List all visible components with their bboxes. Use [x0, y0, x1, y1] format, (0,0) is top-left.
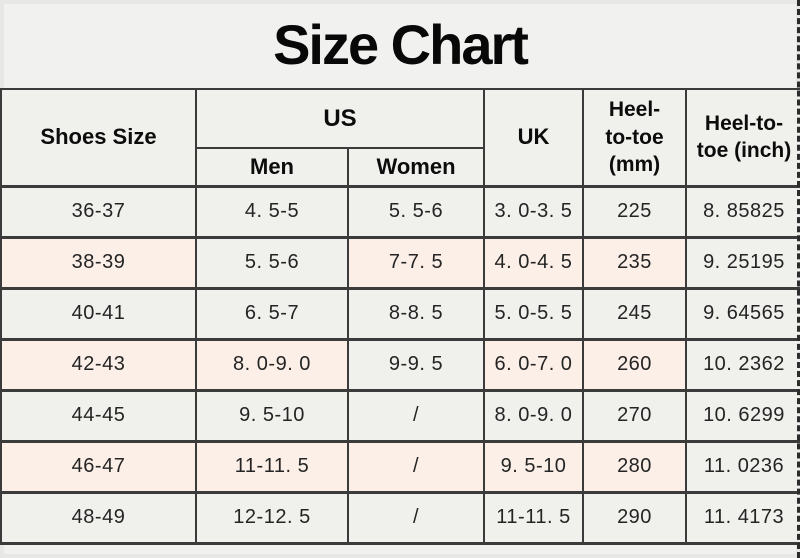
- cell-us-women: /: [347, 439, 484, 492]
- cell-us-women: 9-9. 5: [347, 337, 484, 390]
- col-header-heel-to-toe-inch: Heel-to- toe (inch): [685, 88, 800, 186]
- table-row: 48-49 12-12. 5 / 11-11. 5 290 11. 4173: [0, 490, 800, 543]
- cell-shoes-size: 48-49: [0, 490, 196, 543]
- cell-us-women: /: [347, 490, 484, 543]
- cell-uk: 8. 0-9. 0: [483, 388, 583, 441]
- cell-uk: 9. 5-10: [483, 439, 583, 492]
- cell-us-men: 9. 5-10: [195, 388, 348, 441]
- cell-heel-mm: 260: [582, 337, 686, 390]
- cell-heel-mm: 225: [582, 184, 686, 237]
- table-right-border: [797, 0, 800, 558]
- col-header-us: US: [195, 88, 484, 148]
- cell-us-women: 5. 5-6: [347, 184, 484, 237]
- col-header-us-men: Men: [195, 147, 348, 186]
- header-row-1: Shoes Size US UK Heel- to-toe (mm) Heel-…: [0, 88, 800, 186]
- cell-heel-inch: 10. 6299: [685, 388, 800, 441]
- table-row: 46-47 11-11. 5 / 9. 5-10 280 11. 0236: [0, 439, 800, 492]
- cell-uk: 6. 0-7. 0: [483, 337, 583, 390]
- cell-shoes-size: 40-41: [0, 286, 196, 339]
- table-row: 40-41 6. 5-7 8-8. 5 5. 0-5. 5 245 9. 645…: [0, 286, 800, 339]
- table-row: 44-45 9. 5-10 / 8. 0-9. 0 270 10. 6299: [0, 388, 800, 441]
- cell-us-men: 4. 5-5: [195, 184, 348, 237]
- cell-us-men: 6. 5-7: [195, 286, 348, 339]
- col-header-shoes-size: Shoes Size: [0, 88, 196, 186]
- page-title: Size Chart: [273, 12, 529, 76]
- cell-us-men: 5. 5-6: [195, 235, 348, 288]
- cell-uk: 4. 0-4. 5: [483, 235, 583, 288]
- cell-heel-mm: 290: [582, 490, 686, 543]
- cell-heel-inch: 8. 85825: [685, 184, 800, 237]
- cell-heel-mm: 235: [582, 235, 686, 288]
- table-row: 36-37 4. 5-5 5. 5-6 3. 0-3. 5 225 8. 858…: [0, 184, 800, 237]
- cell-shoes-size: 42-43: [0, 337, 196, 390]
- table-row: 38-39 5. 5-6 7-7. 5 4. 0-4. 5 235 9. 251…: [0, 235, 800, 288]
- cell-us-women: /: [347, 388, 484, 441]
- cell-heel-inch: 10. 2362: [685, 337, 800, 390]
- cell-heel-inch: 11. 0236: [685, 439, 800, 492]
- cell-uk: 3. 0-3. 5: [483, 184, 583, 237]
- cell-heel-inch: 11. 4173: [685, 490, 800, 543]
- cell-us-men: 11-11. 5: [195, 439, 348, 492]
- cell-shoes-size: 36-37: [0, 184, 196, 237]
- col-header-heel-to-toe-mm: Heel- to-toe (mm): [582, 88, 686, 186]
- cell-us-men: 8. 0-9. 0: [195, 337, 348, 390]
- col-header-us-women: Women: [347, 147, 484, 186]
- cell-heel-mm: 245: [582, 286, 686, 339]
- cell-heel-mm: 270: [582, 388, 686, 441]
- cell-shoes-size: 44-45: [0, 388, 196, 441]
- size-chart-table: Shoes Size US UK Heel- to-toe (mm) Heel-…: [0, 88, 800, 545]
- header-row-2: Men Women: [1, 147, 800, 186]
- cell-heel-inch: 9. 64565: [685, 286, 800, 339]
- cell-us-women: 7-7. 5: [347, 235, 484, 288]
- col-header-uk: UK: [483, 88, 583, 186]
- table-row: 42-43 8. 0-9. 0 9-9. 5 6. 0-7. 0 260 10.…: [0, 337, 800, 390]
- cell-shoes-size: 46-47: [0, 439, 196, 492]
- cell-shoes-size: 38-39: [0, 235, 196, 288]
- cell-us-men: 12-12. 5: [195, 490, 348, 543]
- cell-uk: 11-11. 5: [483, 490, 583, 543]
- cell-heel-mm: 280: [582, 439, 686, 492]
- cell-uk: 5. 0-5. 5: [483, 286, 583, 339]
- cell-heel-inch: 9. 25195: [685, 235, 800, 288]
- cell-us-women: 8-8. 5: [347, 286, 484, 339]
